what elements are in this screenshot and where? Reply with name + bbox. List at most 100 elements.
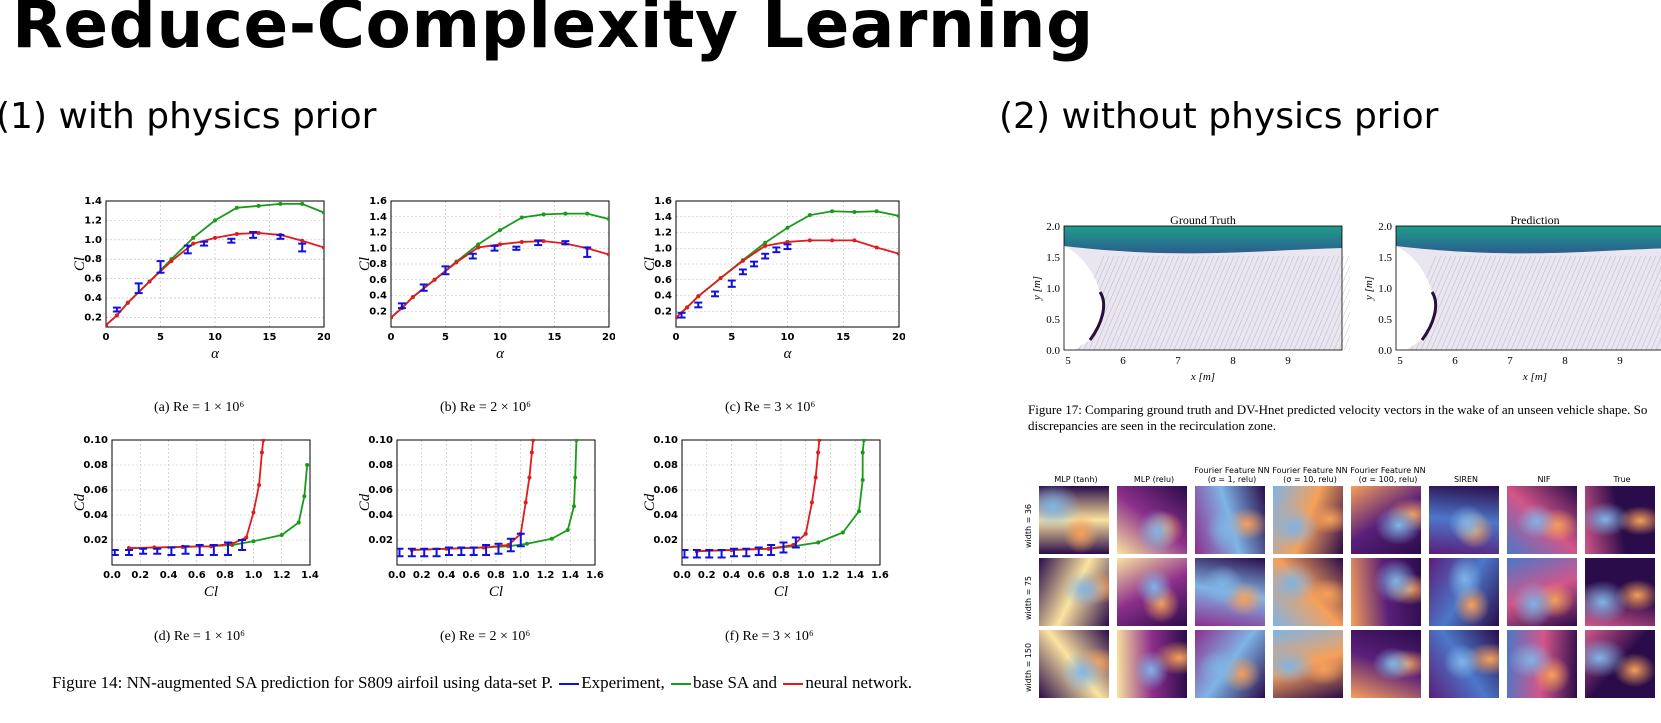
x-tick-label: 15 bbox=[263, 332, 277, 343]
neural-point bbox=[432, 277, 437, 282]
velocity-vector bbox=[1615, 255, 1657, 351]
reconstruction-tile bbox=[1585, 630, 1655, 698]
base_sa-point bbox=[856, 509, 861, 514]
y-tick-label: 0.02 bbox=[83, 535, 108, 546]
velocity-vector bbox=[1153, 255, 1195, 351]
velocity-vector bbox=[1570, 255, 1612, 351]
grid-row-header: width = 36 bbox=[1024, 503, 1033, 548]
y-tick-label: 1.4 bbox=[84, 197, 102, 207]
subcaption-e: (e) Re = 2 × 10⁶ bbox=[440, 629, 531, 644]
chart-cd-cl-f: 0.0 0.2 0.4 0.6 0.8 1.0 1.2 1.4 1.6 0.02 0.04 0.06 0… bbox=[642, 435, 889, 600]
reconstruction-tile bbox=[1117, 558, 1187, 626]
x-tick-label: 1.2 bbox=[537, 570, 555, 581]
velocity-vector bbox=[1630, 279, 1661, 351]
base_sa-point bbox=[563, 211, 568, 216]
x-axis-label: Cl bbox=[204, 584, 218, 600]
base_sa-point bbox=[574, 439, 579, 442]
flow-x-label: x [m] bbox=[1522, 371, 1547, 383]
vehicle-shape bbox=[1396, 246, 1436, 350]
grid-column-header: Fourier Feature NN (σ = 100, relu) bbox=[1350, 466, 1426, 484]
x-tick-label: 10 bbox=[781, 332, 795, 343]
x-tick-label: 5 bbox=[157, 332, 164, 343]
neural-point bbox=[529, 450, 534, 455]
figure14-text: Figure 14: NN-augmented SA prediction fo… bbox=[52, 673, 553, 692]
grid-column-header: MLP (tanh) bbox=[1054, 475, 1098, 484]
velocity-vector bbox=[1455, 255, 1497, 351]
velocity-vector bbox=[1228, 255, 1270, 351]
x-tick-label: 0.0 bbox=[103, 570, 121, 581]
grid-row-header: width = 150 bbox=[1024, 642, 1033, 692]
base_sa-point bbox=[565, 528, 570, 532]
neural-point bbox=[531, 439, 536, 442]
velocity-vector bbox=[1510, 255, 1552, 351]
plot-area bbox=[682, 439, 866, 559]
velocity-vector bbox=[1113, 255, 1155, 351]
neural-point bbox=[740, 258, 745, 263]
y-tick-label: 0.6 bbox=[84, 274, 102, 285]
chart-cl-alpha-b: 0 5 10 15 20 0.2 0.4 0.6 0.8 1.0 1.2 1.4 1.6 α Cl bbox=[357, 197, 615, 362]
y-axis-label: Cl bbox=[72, 257, 88, 271]
neural-point bbox=[251, 510, 256, 515]
x-tick-label: 20 bbox=[317, 332, 330, 343]
y-tick-label: 0.2 bbox=[369, 306, 387, 317]
x-tick-label: 1.4 bbox=[561, 570, 579, 581]
subcaption-c: (c) Re = 3 × 10⁶ bbox=[725, 400, 816, 415]
chart-cl-alpha-c: 0 5 10 15 20 0.2 0.4 0.6 0.8 1.0 1.2 1.4 1.6 α Cl bbox=[642, 197, 905, 362]
y-tick-label: 1.0 bbox=[369, 243, 387, 254]
velocity-vector bbox=[1148, 255, 1190, 351]
y-tick-label: 0.10 bbox=[83, 435, 108, 446]
velocity-vector bbox=[1495, 255, 1537, 351]
y-tick-label: 0.8 bbox=[369, 259, 387, 270]
flow-x-tick: 7 bbox=[1175, 355, 1181, 367]
figure14-caption: Figure 14: NN-augmented SA prediction fo… bbox=[52, 672, 932, 694]
velocity-vector bbox=[1520, 255, 1562, 351]
base_sa-point bbox=[852, 210, 857, 215]
x-tick-label: 0.2 bbox=[413, 570, 431, 581]
base_sa-point bbox=[498, 228, 502, 233]
legend-experiment: Experiment, bbox=[581, 673, 665, 692]
plot-area bbox=[112, 439, 310, 556]
flow-x-tick: 6 bbox=[1120, 355, 1126, 367]
velocity-vector bbox=[1213, 255, 1255, 351]
y-tick-label: 0.8 bbox=[654, 259, 672, 270]
y-tick-label: 0.10 bbox=[653, 435, 678, 446]
reconstruction-tile bbox=[1585, 558, 1655, 626]
velocity-vector bbox=[1485, 255, 1527, 351]
y-tick-label: 0.6 bbox=[654, 275, 672, 286]
neural-point bbox=[476, 245, 481, 250]
reconstruction-tile bbox=[1507, 630, 1577, 698]
flow-field-prediction: Prediction 2.0 1.5 1.0 0.5 0.0 5 6 7 8 9 x [m] y [m] bbox=[1363, 213, 1661, 383]
neural-legend-line bbox=[783, 683, 804, 686]
flow-y-tick: 0.0 bbox=[1378, 345, 1392, 357]
neural-point bbox=[874, 245, 879, 250]
x-tick-label: 0.8 bbox=[487, 570, 505, 581]
flow-y-tick: 0.5 bbox=[1378, 314, 1392, 326]
flow-x-tick: 8 bbox=[1562, 355, 1568, 367]
neural-line bbox=[696, 439, 821, 553]
upper-flow-band bbox=[1396, 226, 1661, 254]
flow-frame bbox=[1395, 225, 1661, 351]
velocity-vector bbox=[1545, 255, 1587, 351]
base_sa-point bbox=[476, 242, 481, 247]
velocity-vector bbox=[1605, 255, 1647, 351]
base_sa-point bbox=[541, 212, 546, 217]
base_sa-point bbox=[861, 439, 866, 442]
base_sa-point bbox=[549, 536, 554, 541]
chart-cd-cl-e: 0.0 0.2 0.4 0.6 0.8 1.0 1.2 1.4 1.6 0.02 0.04 0.06 0… bbox=[357, 435, 604, 600]
flow-y-tick: 0.0 bbox=[1046, 345, 1060, 357]
legend-neural: neural bbox=[805, 673, 848, 692]
velocity-vector bbox=[1590, 255, 1632, 351]
velocity-vector bbox=[1470, 255, 1512, 351]
neural-point bbox=[125, 300, 130, 305]
velocity-vector bbox=[1303, 255, 1345, 351]
reconstruction-tile bbox=[1507, 486, 1577, 554]
vehicle-shape bbox=[1064, 246, 1104, 350]
neural-point bbox=[244, 535, 249, 540]
velocity-vector bbox=[1445, 255, 1487, 351]
subcaption-f: (f) Re = 3 × 10⁶ bbox=[725, 629, 814, 644]
y-tick-label: 0.8 bbox=[84, 254, 102, 265]
experiment-legend-line bbox=[559, 683, 580, 686]
plot-frame bbox=[681, 439, 881, 566]
reconstruction-tile bbox=[1429, 486, 1499, 554]
recirculation-edge bbox=[1420, 291, 1438, 341]
